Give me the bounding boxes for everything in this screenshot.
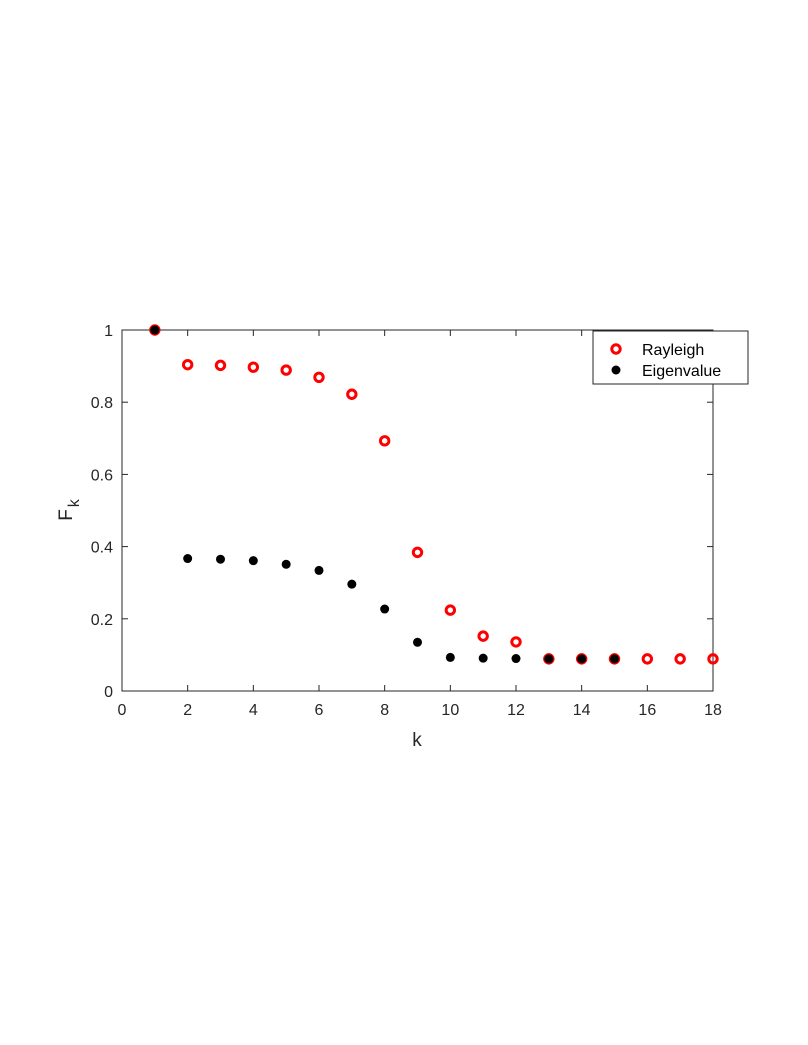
legend-eigenvalue-label: Eigenvalue bbox=[642, 363, 721, 380]
data-points bbox=[149, 324, 719, 665]
rayleigh-point bbox=[214, 359, 227, 372]
rayleigh-point bbox=[280, 364, 292, 376]
eigenvalue-point bbox=[511, 654, 521, 664]
y-tick-label: 0.2 bbox=[91, 612, 113, 629]
eigenvalue-point bbox=[248, 556, 258, 566]
eigenvalue-point bbox=[413, 637, 422, 647]
eigenvalue-point bbox=[380, 604, 390, 614]
y-axis-label-main: F bbox=[56, 509, 77, 521]
y-tick-label: 0.6 bbox=[91, 467, 113, 484]
rayleigh-point bbox=[181, 358, 194, 371]
y-axis-ticks: 0 0.2 0.4 0.6 0.8 1 bbox=[91, 323, 713, 701]
rayleigh-point bbox=[674, 653, 686, 665]
rayleigh-point bbox=[510, 636, 522, 648]
svg-text:Fk: Fk bbox=[56, 498, 83, 521]
y-tick-label: 0 bbox=[104, 684, 113, 701]
eigenvalue-point bbox=[577, 654, 587, 664]
y-tick-label: 1 bbox=[104, 323, 113, 340]
x-tick-label: 0 bbox=[118, 702, 127, 719]
eigenvalue-point bbox=[544, 654, 554, 664]
eigenvalue-point bbox=[281, 559, 291, 569]
eigenvalue-point bbox=[314, 565, 324, 575]
rayleigh-point bbox=[411, 546, 424, 559]
x-tick-label: 2 bbox=[183, 702, 192, 719]
rayleigh-point bbox=[707, 653, 719, 665]
x-tick-label: 18 bbox=[704, 702, 722, 719]
rayleigh-point bbox=[313, 371, 325, 383]
rayleigh-point bbox=[378, 435, 391, 447]
y-tick-label: 0.4 bbox=[91, 540, 113, 557]
x-tick-label: 12 bbox=[507, 702, 525, 719]
y-axis-label-subscript: k bbox=[66, 498, 83, 507]
x-tick-label: 8 bbox=[380, 702, 389, 719]
x-tick-label: 14 bbox=[573, 702, 591, 719]
y-axis-label: Fk bbox=[56, 498, 83, 521]
eigenvalue-point bbox=[150, 325, 160, 335]
eigenvalue-point bbox=[610, 654, 619, 664]
legend-eigenvalue-marker bbox=[611, 365, 621, 375]
eigenvalue-point bbox=[347, 579, 357, 589]
x-axis-ticks: 0 2 4 6 8 10 12 14 16 18 bbox=[118, 330, 722, 719]
plot-area bbox=[121, 329, 714, 692]
legend-rayleigh-label: Rayleigh bbox=[642, 342, 704, 359]
x-tick-label: 10 bbox=[441, 702, 459, 719]
x-tick-label: 6 bbox=[315, 702, 324, 719]
x-tick-label: 16 bbox=[638, 702, 656, 719]
y-tick-label: 0.8 bbox=[91, 395, 113, 412]
eigenvalue-point bbox=[216, 554, 225, 564]
rayleigh-point bbox=[641, 653, 654, 665]
legend: Rayleigh Eigenvalue bbox=[592, 330, 749, 385]
eigenvalue-point bbox=[478, 653, 488, 663]
x-tick-label: 4 bbox=[249, 702, 258, 719]
eigenvalue-point bbox=[183, 554, 193, 564]
rayleigh-point bbox=[346, 388, 358, 400]
legend-rayleigh-marker bbox=[610, 343, 622, 355]
rayleigh-point bbox=[247, 361, 260, 373]
eigenvalue-point bbox=[445, 652, 455, 662]
rayleigh-point bbox=[477, 630, 489, 642]
rayleigh-point bbox=[444, 604, 457, 616]
x-axis-label: k bbox=[412, 730, 422, 751]
legend-box bbox=[592, 330, 749, 385]
